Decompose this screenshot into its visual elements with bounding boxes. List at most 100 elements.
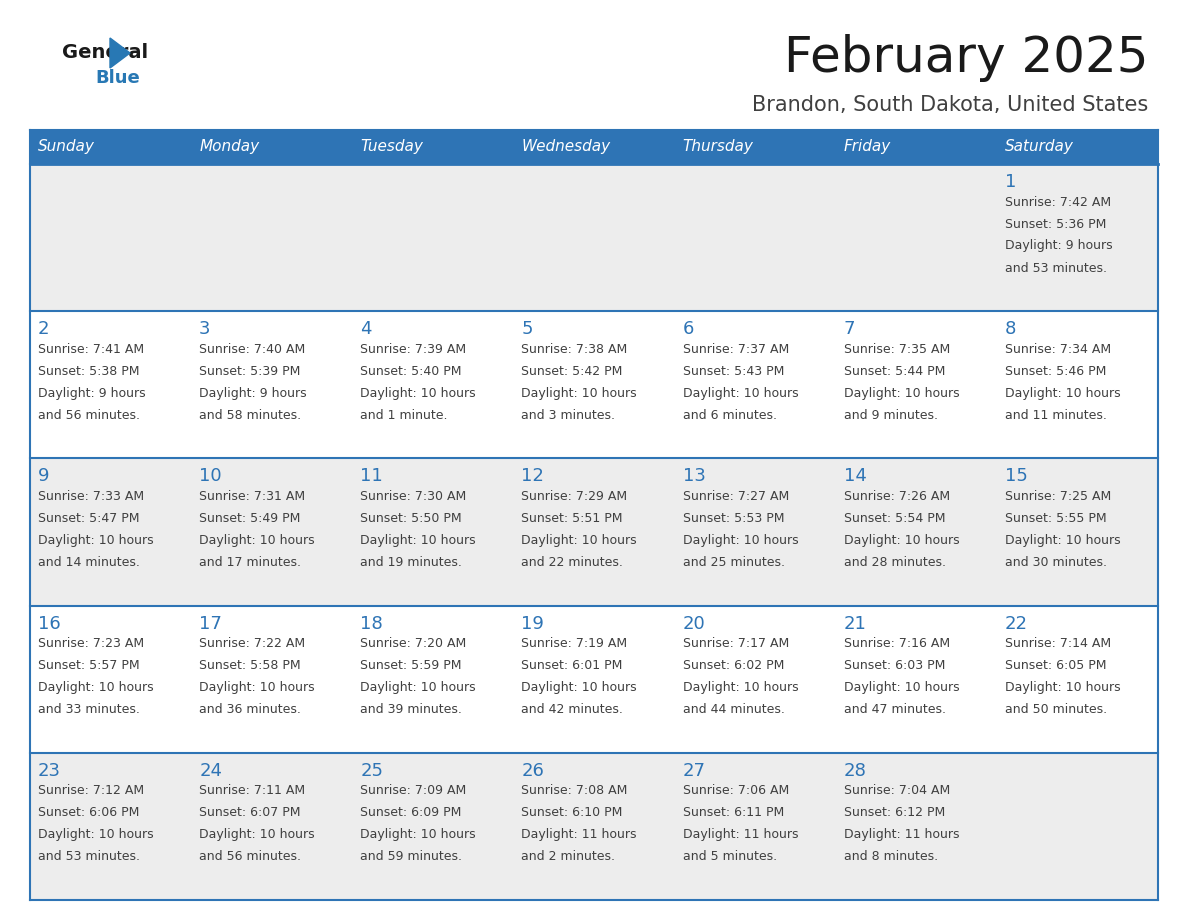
Text: 2: 2 bbox=[38, 320, 50, 338]
Text: Wednesday: Wednesday bbox=[522, 140, 611, 154]
Text: 18: 18 bbox=[360, 614, 383, 633]
Text: Sunset: 5:47 PM: Sunset: 5:47 PM bbox=[38, 512, 139, 525]
Text: 8: 8 bbox=[1005, 320, 1016, 338]
Text: Sunrise: 7:20 AM: Sunrise: 7:20 AM bbox=[360, 637, 467, 650]
Text: 22: 22 bbox=[1005, 614, 1028, 633]
Text: Brandon, South Dakota, United States: Brandon, South Dakota, United States bbox=[752, 95, 1148, 115]
Text: 28: 28 bbox=[843, 762, 866, 779]
Text: Daylight: 10 hours: Daylight: 10 hours bbox=[360, 681, 476, 694]
Text: Blue: Blue bbox=[95, 69, 140, 87]
Text: and 25 minutes.: and 25 minutes. bbox=[683, 556, 784, 569]
Text: 20: 20 bbox=[683, 614, 706, 633]
Text: Sunset: 6:03 PM: Sunset: 6:03 PM bbox=[843, 659, 946, 672]
Bar bbox=[30, 753, 1158, 900]
Text: and 28 minutes.: and 28 minutes. bbox=[843, 556, 946, 569]
Text: 25: 25 bbox=[360, 762, 384, 779]
Text: Sunset: 6:07 PM: Sunset: 6:07 PM bbox=[200, 806, 301, 819]
Text: February 2025: February 2025 bbox=[784, 34, 1148, 82]
Text: 26: 26 bbox=[522, 762, 544, 779]
Text: Daylight: 10 hours: Daylight: 10 hours bbox=[200, 534, 315, 547]
Text: Sunrise: 7:39 AM: Sunrise: 7:39 AM bbox=[360, 342, 467, 355]
Text: Sunrise: 7:11 AM: Sunrise: 7:11 AM bbox=[200, 784, 305, 798]
Text: Sunset: 5:55 PM: Sunset: 5:55 PM bbox=[1005, 512, 1106, 525]
Text: Sunday: Sunday bbox=[38, 140, 95, 154]
Text: Daylight: 10 hours: Daylight: 10 hours bbox=[200, 828, 315, 841]
Text: 21: 21 bbox=[843, 614, 866, 633]
Text: Sunrise: 7:33 AM: Sunrise: 7:33 AM bbox=[38, 490, 144, 503]
Text: Sunset: 6:06 PM: Sunset: 6:06 PM bbox=[38, 806, 139, 819]
Text: Daylight: 10 hours: Daylight: 10 hours bbox=[522, 534, 637, 547]
Text: Sunset: 5:49 PM: Sunset: 5:49 PM bbox=[200, 512, 301, 525]
Text: Monday: Monday bbox=[200, 140, 259, 154]
Text: Sunrise: 7:41 AM: Sunrise: 7:41 AM bbox=[38, 342, 144, 355]
Text: Friday: Friday bbox=[843, 140, 891, 154]
Text: Sunrise: 7:06 AM: Sunrise: 7:06 AM bbox=[683, 784, 789, 798]
Text: and 17 minutes.: and 17 minutes. bbox=[200, 556, 301, 569]
Bar bbox=[30, 311, 1158, 458]
Text: 4: 4 bbox=[360, 320, 372, 338]
Text: Sunrise: 7:09 AM: Sunrise: 7:09 AM bbox=[360, 784, 467, 798]
Text: Sunset: 5:57 PM: Sunset: 5:57 PM bbox=[38, 659, 140, 672]
Text: Daylight: 10 hours: Daylight: 10 hours bbox=[1005, 386, 1120, 399]
Text: 6: 6 bbox=[683, 320, 694, 338]
Text: 23: 23 bbox=[38, 762, 61, 779]
Text: Sunset: 6:12 PM: Sunset: 6:12 PM bbox=[843, 806, 944, 819]
Text: and 2 minutes.: and 2 minutes. bbox=[522, 850, 615, 863]
Text: Daylight: 10 hours: Daylight: 10 hours bbox=[843, 681, 960, 694]
Text: Sunset: 6:11 PM: Sunset: 6:11 PM bbox=[683, 806, 784, 819]
Text: 7: 7 bbox=[843, 320, 855, 338]
Text: and 22 minutes.: and 22 minutes. bbox=[522, 556, 624, 569]
Text: Daylight: 10 hours: Daylight: 10 hours bbox=[38, 681, 153, 694]
Text: Daylight: 11 hours: Daylight: 11 hours bbox=[843, 828, 959, 841]
Text: Sunset: 5:58 PM: Sunset: 5:58 PM bbox=[200, 659, 301, 672]
Text: Daylight: 10 hours: Daylight: 10 hours bbox=[200, 681, 315, 694]
Text: Sunset: 6:02 PM: Sunset: 6:02 PM bbox=[683, 659, 784, 672]
Text: and 59 minutes.: and 59 minutes. bbox=[360, 850, 462, 863]
Text: and 6 minutes.: and 6 minutes. bbox=[683, 409, 777, 421]
Text: Sunrise: 7:22 AM: Sunrise: 7:22 AM bbox=[200, 637, 305, 650]
Text: Sunset: 5:38 PM: Sunset: 5:38 PM bbox=[38, 364, 139, 377]
Text: Daylight: 9 hours: Daylight: 9 hours bbox=[38, 386, 146, 399]
Text: Daylight: 10 hours: Daylight: 10 hours bbox=[683, 386, 798, 399]
Text: 16: 16 bbox=[38, 614, 61, 633]
Text: Daylight: 10 hours: Daylight: 10 hours bbox=[843, 534, 960, 547]
Text: and 50 minutes.: and 50 minutes. bbox=[1005, 703, 1107, 716]
Text: Sunrise: 7:27 AM: Sunrise: 7:27 AM bbox=[683, 490, 789, 503]
Text: 24: 24 bbox=[200, 762, 222, 779]
Text: Sunrise: 7:04 AM: Sunrise: 7:04 AM bbox=[843, 784, 950, 798]
Text: and 36 minutes.: and 36 minutes. bbox=[200, 703, 301, 716]
Text: and 19 minutes.: and 19 minutes. bbox=[360, 556, 462, 569]
Text: Sunrise: 7:30 AM: Sunrise: 7:30 AM bbox=[360, 490, 467, 503]
Text: and 1 minute.: and 1 minute. bbox=[360, 409, 448, 421]
Bar bbox=[30, 164, 1158, 311]
Text: and 9 minutes.: and 9 minutes. bbox=[843, 409, 937, 421]
Text: Sunrise: 7:42 AM: Sunrise: 7:42 AM bbox=[1005, 196, 1111, 208]
Text: Sunrise: 7:08 AM: Sunrise: 7:08 AM bbox=[522, 784, 627, 798]
Text: Sunrise: 7:25 AM: Sunrise: 7:25 AM bbox=[1005, 490, 1111, 503]
Text: 15: 15 bbox=[1005, 467, 1028, 486]
Text: Daylight: 10 hours: Daylight: 10 hours bbox=[38, 534, 153, 547]
Text: Thursday: Thursday bbox=[683, 140, 753, 154]
Text: and 56 minutes.: and 56 minutes. bbox=[200, 850, 301, 863]
Text: Sunset: 6:10 PM: Sunset: 6:10 PM bbox=[522, 806, 623, 819]
Bar bbox=[30, 458, 1158, 606]
Text: Sunrise: 7:34 AM: Sunrise: 7:34 AM bbox=[1005, 342, 1111, 355]
Text: Daylight: 10 hours: Daylight: 10 hours bbox=[360, 828, 476, 841]
Text: Daylight: 11 hours: Daylight: 11 hours bbox=[683, 828, 798, 841]
Text: General: General bbox=[62, 42, 148, 62]
Text: Daylight: 10 hours: Daylight: 10 hours bbox=[683, 534, 798, 547]
Text: Sunset: 6:05 PM: Sunset: 6:05 PM bbox=[1005, 659, 1106, 672]
Text: 12: 12 bbox=[522, 467, 544, 486]
Text: and 11 minutes.: and 11 minutes. bbox=[1005, 409, 1107, 421]
Text: Sunset: 5:36 PM: Sunset: 5:36 PM bbox=[1005, 218, 1106, 230]
Text: Daylight: 10 hours: Daylight: 10 hours bbox=[1005, 681, 1120, 694]
Text: Sunrise: 7:37 AM: Sunrise: 7:37 AM bbox=[683, 342, 789, 355]
Text: Sunrise: 7:35 AM: Sunrise: 7:35 AM bbox=[843, 342, 950, 355]
Text: 5: 5 bbox=[522, 320, 533, 338]
Polygon shape bbox=[110, 38, 129, 68]
Text: and 58 minutes.: and 58 minutes. bbox=[200, 409, 302, 421]
Text: Sunset: 5:43 PM: Sunset: 5:43 PM bbox=[683, 364, 784, 377]
Text: and 8 minutes.: and 8 minutes. bbox=[843, 850, 937, 863]
Text: Sunset: 5:42 PM: Sunset: 5:42 PM bbox=[522, 364, 623, 377]
Text: Sunset: 6:09 PM: Sunset: 6:09 PM bbox=[360, 806, 462, 819]
